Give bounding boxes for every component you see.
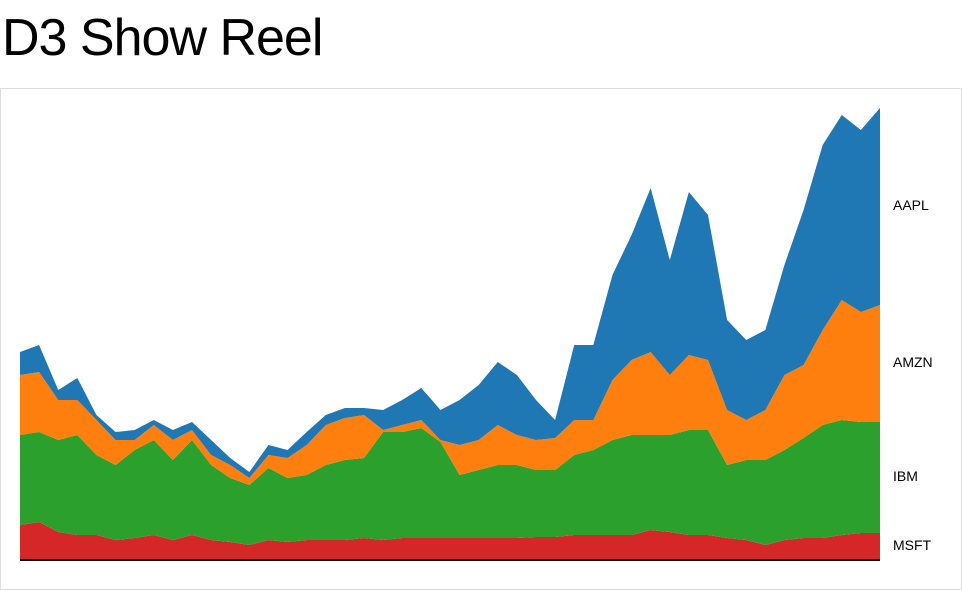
series-label: MSFT [893, 537, 932, 553]
area [20, 108, 880, 478]
series-label: AAPL [893, 197, 929, 213]
area [20, 420, 880, 545]
page-title: D3 Show Reel [2, 9, 323, 67]
series-label: AMZN [893, 354, 933, 370]
area [20, 300, 880, 485]
series-label: IBM [893, 468, 918, 484]
